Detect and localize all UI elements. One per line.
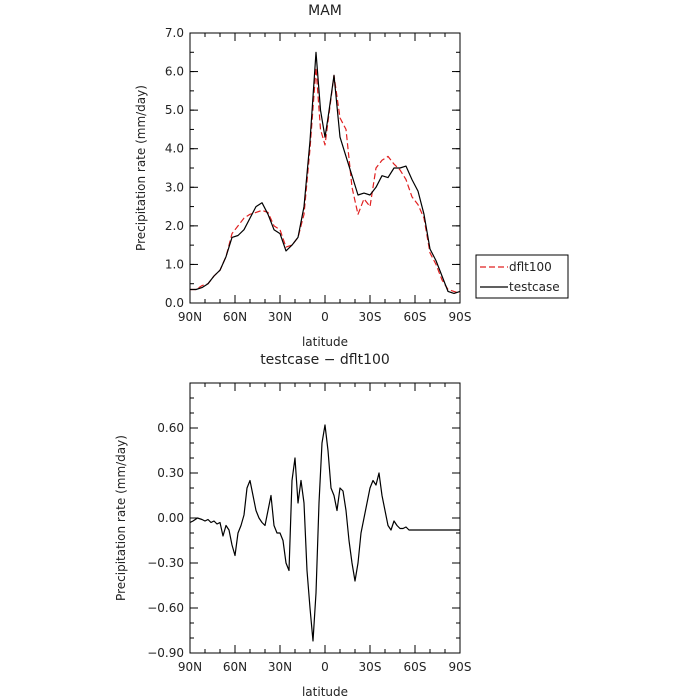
x-tick-label: 0 <box>321 660 329 674</box>
x-tick-label: 60S <box>404 310 427 324</box>
top-ylabel: Precipitation rate (mm/day) <box>134 85 148 251</box>
x-tick-label: 30N <box>268 310 292 324</box>
x-tick-label: 90S <box>449 660 472 674</box>
x-tick-label: 60S <box>404 660 427 674</box>
top-axes: 90N 60N 30N 0 30S 60S 90S 0.0 1.0 2.0 3.0 4.0 5.0 6.0… <box>165 26 472 324</box>
series-line-dflt100 <box>190 67 461 294</box>
x-tick-label: 90N <box>178 310 202 324</box>
series-line-testcase <box>190 51 461 294</box>
plot-frame <box>189 382 461 654</box>
legend-label-testcase: testcase <box>509 280 560 294</box>
x-tick-label: 30S <box>359 660 382 674</box>
y-tick-label: 1.0 <box>165 257 184 271</box>
bottom-ylabel: Precipitation rate (mm/day) <box>114 435 128 601</box>
bottom-series <box>189 424 460 642</box>
y-tick-label: 0.30 <box>157 466 184 480</box>
x-tick-label: 60N <box>223 310 247 324</box>
x-tick-label: 90S <box>449 310 472 324</box>
top-legend: dflt100 testcase <box>475 254 569 299</box>
top-series <box>190 51 461 294</box>
y-tick-label: 4.0 <box>165 142 184 156</box>
x-tick-label: 30N <box>268 660 292 674</box>
y-tick-label: 3.0 <box>165 180 184 194</box>
y-tick-label: −0.90 <box>147 646 184 660</box>
legend-label-dflt100: dflt100 <box>509 260 552 274</box>
y-tick-label: 5.0 <box>165 103 184 117</box>
y-tick-label: 0.00 <box>157 511 184 525</box>
bottom-title: testcase − dflt100 <box>260 352 390 368</box>
y-tick-label: 2.0 <box>165 219 184 233</box>
bottom-axes: 90N 60N 30N 0 30S 60S 90S −0.90 −0.60 −0.30 0.00 0.… <box>147 382 472 674</box>
y-tick-label: 7.0 <box>165 26 184 40</box>
x-tick-label: 0 <box>321 310 329 324</box>
bottom-panel: testcase − dflt100 latitude Precipitatio… <box>114 352 471 699</box>
x-tick-label: 90N <box>178 660 202 674</box>
top-panel: MAM latitude Precipitation rate (mm/day)… <box>134 3 569 349</box>
series-line-series-0 <box>189 424 460 642</box>
x-tick-label: 30S <box>359 310 382 324</box>
y-tick-label: 6.0 <box>165 65 184 79</box>
legend-box <box>475 254 569 299</box>
top-xlabel: latitude <box>302 335 348 349</box>
y-tick-label: 0.60 <box>157 421 184 435</box>
top-title: MAM <box>308 3 342 19</box>
bottom-xlabel: latitude <box>302 685 348 699</box>
y-tick-label: −0.60 <box>147 601 184 615</box>
plot-frame <box>189 32 461 304</box>
x-tick-label: 60N <box>223 660 247 674</box>
y-tick-label: 0.0 <box>165 296 184 310</box>
y-tick-label: −0.30 <box>147 556 184 570</box>
